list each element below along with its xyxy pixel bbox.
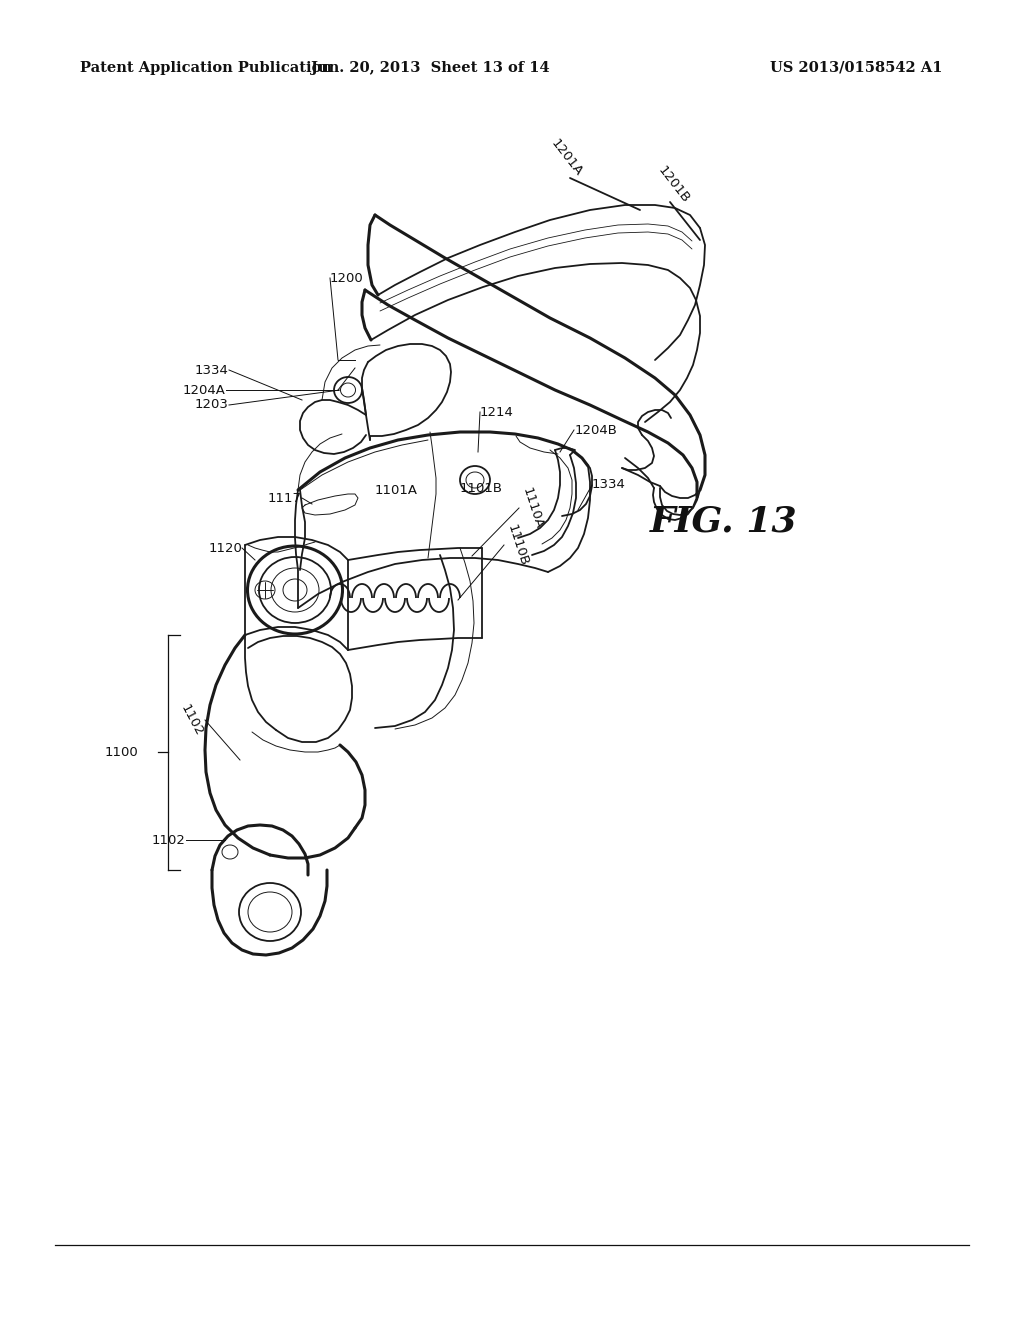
Text: 1334: 1334 bbox=[195, 363, 228, 376]
Text: 1110B: 1110B bbox=[505, 523, 530, 568]
Text: 1117: 1117 bbox=[268, 491, 302, 504]
Text: 1203: 1203 bbox=[195, 399, 228, 412]
Text: 1100: 1100 bbox=[104, 746, 138, 759]
Text: Jun. 20, 2013  Sheet 13 of 14: Jun. 20, 2013 Sheet 13 of 14 bbox=[310, 61, 550, 75]
Text: 1102: 1102 bbox=[177, 702, 205, 738]
Text: 1101A: 1101A bbox=[375, 483, 418, 496]
Text: US 2013/0158542 A1: US 2013/0158542 A1 bbox=[770, 61, 942, 75]
Text: 1214: 1214 bbox=[480, 405, 514, 418]
Text: 1120: 1120 bbox=[208, 541, 242, 554]
Text: 1204A: 1204A bbox=[182, 384, 225, 396]
Text: FIG. 13: FIG. 13 bbox=[650, 504, 798, 539]
Text: 1200: 1200 bbox=[330, 272, 364, 285]
Text: Patent Application Publication: Patent Application Publication bbox=[80, 61, 332, 75]
Text: 1334: 1334 bbox=[592, 479, 626, 491]
Text: 1204B: 1204B bbox=[575, 424, 617, 437]
Text: 1101B: 1101B bbox=[460, 482, 503, 495]
Text: 1102: 1102 bbox=[152, 833, 185, 846]
Text: 1110A: 1110A bbox=[520, 486, 546, 531]
Text: 1201B: 1201B bbox=[655, 164, 692, 206]
Text: 1201A: 1201A bbox=[548, 137, 585, 180]
